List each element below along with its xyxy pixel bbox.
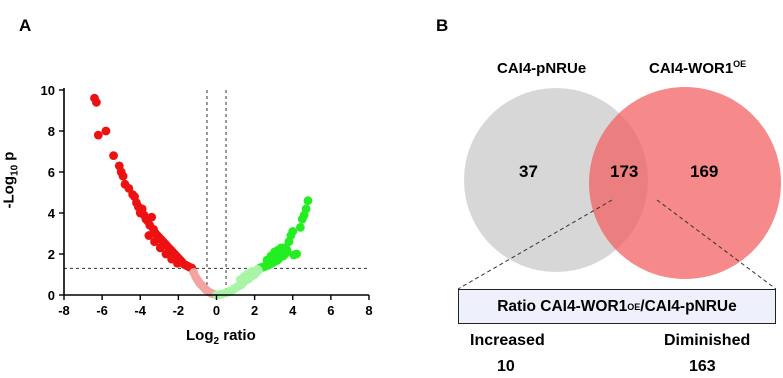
count-intersection: 173 [610,162,638,182]
diminished-label: Diminished [664,332,750,350]
ratio-box: Ratio CAI4-WOR1 OE/CAI4-pNRUe [458,289,776,324]
increased-label: Increased [470,332,545,350]
count-left-only: 37 [519,162,538,182]
increased-value: 10 [497,358,515,376]
set-label-left: CAI4-pNRUe [497,60,586,77]
venn-circle-right [589,87,781,279]
count-right-only: 169 [690,162,718,182]
diminished-value: 163 [689,358,716,376]
set-label-right: CAI4-WOR1OE [649,60,746,77]
